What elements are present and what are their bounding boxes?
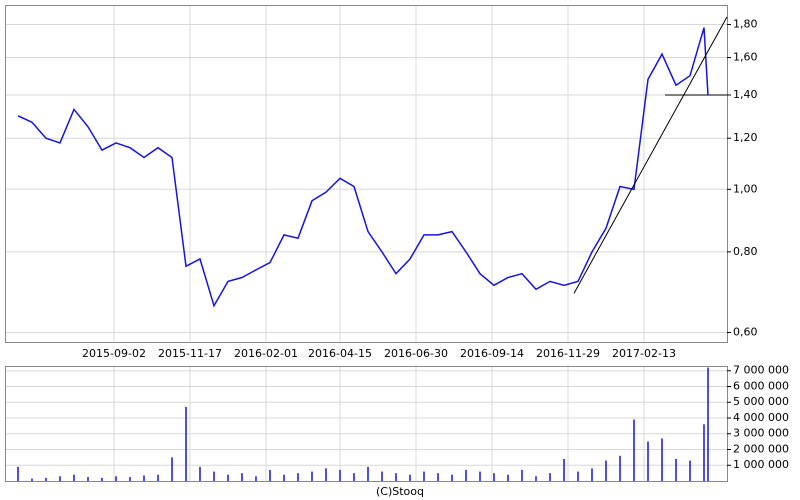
volume-bar <box>479 471 481 481</box>
volume-bar <box>465 469 467 481</box>
volume-bar <box>493 473 495 481</box>
volume-bar <box>521 469 523 481</box>
y-tick-label: 1,80 <box>733 18 758 31</box>
price-line <box>17 27 709 308</box>
volume-bar <box>605 460 607 481</box>
volume-bar <box>199 466 201 481</box>
volume-bar <box>227 474 229 481</box>
y-tick-label: 4 000 000 <box>733 411 789 424</box>
volume-bar <box>73 474 75 481</box>
y-tick-label: 0,60 <box>733 325 758 338</box>
y-tick-label: 1,60 <box>733 51 758 64</box>
x-tick-label: 2017-02-13 <box>612 347 676 360</box>
volume-bar <box>549 473 551 481</box>
volume-panel <box>5 366 728 482</box>
volume-bar <box>143 475 145 481</box>
volume-bar <box>59 476 61 481</box>
volume-bar <box>507 474 509 481</box>
y-tick-label: 1,00 <box>733 182 758 195</box>
volume-bar <box>297 473 299 481</box>
x-tick-label: 2016-11-29 <box>536 347 600 360</box>
x-tick-label: 2016-06-30 <box>384 347 448 360</box>
volume-bar <box>703 424 705 481</box>
volume-bar <box>157 474 159 481</box>
volume-bar <box>395 473 397 481</box>
volume-bar <box>129 477 131 481</box>
volume-bar <box>87 477 89 481</box>
y-tick-label: 6 000 000 <box>733 379 789 392</box>
y-tick-label: 3 000 000 <box>733 427 789 440</box>
y-tick-label: 5 000 000 <box>733 395 789 408</box>
volume-bar <box>437 473 439 481</box>
volume-bar <box>325 468 327 481</box>
volume-bar <box>577 471 579 481</box>
volume-bar <box>213 471 215 481</box>
volume-bar <box>707 367 709 481</box>
volume-bar <box>269 469 271 481</box>
volume-bar <box>185 406 187 481</box>
volume-bar <box>647 441 649 481</box>
x-tick-label: 2016-09-14 <box>460 347 524 360</box>
volume-bar <box>423 471 425 481</box>
y-tick-label: 0,80 <box>733 245 758 258</box>
y-tick-label: 1 000 000 <box>733 458 789 471</box>
volume-bar <box>45 477 47 481</box>
x-tick-label: 2016-02-01 <box>234 347 298 360</box>
volume-bar <box>367 466 369 481</box>
volume-bar <box>17 466 19 481</box>
trend-line <box>573 16 728 294</box>
volume-bar <box>535 476 537 481</box>
volume-bar <box>451 474 453 481</box>
volume-bar <box>381 471 383 481</box>
x-tick-label: 2016-04-15 <box>308 347 372 360</box>
y-tick-label: 7 000 000 <box>733 364 789 377</box>
volume-bar <box>101 477 103 481</box>
volume-bar <box>115 476 117 481</box>
volume-bar <box>409 474 411 481</box>
volume-bar <box>339 469 341 481</box>
volume-bar <box>661 438 663 481</box>
volume-bar <box>689 460 691 481</box>
footer: (C)Stooq <box>376 485 424 498</box>
y-tick-label: 1,40 <box>733 88 758 101</box>
volume-bar <box>633 419 635 481</box>
volume-bar <box>171 457 173 481</box>
volume-bar <box>563 458 565 481</box>
volume-bar <box>283 474 285 481</box>
x-tick-label: 2015-11-17 <box>158 347 222 360</box>
volume-bar <box>675 458 677 481</box>
volume-bar <box>255 476 257 481</box>
volume-bar <box>241 473 243 481</box>
y-tick-label: 1,20 <box>733 131 758 144</box>
price-panel <box>5 5 728 343</box>
volume-bar <box>353 473 355 481</box>
volume-bar <box>591 468 593 481</box>
volume-bar <box>619 455 621 481</box>
volume-bar <box>31 478 33 481</box>
volume-bar <box>311 471 313 481</box>
y-tick-label: 2 000 000 <box>733 442 789 455</box>
x-tick-label: 2015-09-02 <box>82 347 146 360</box>
